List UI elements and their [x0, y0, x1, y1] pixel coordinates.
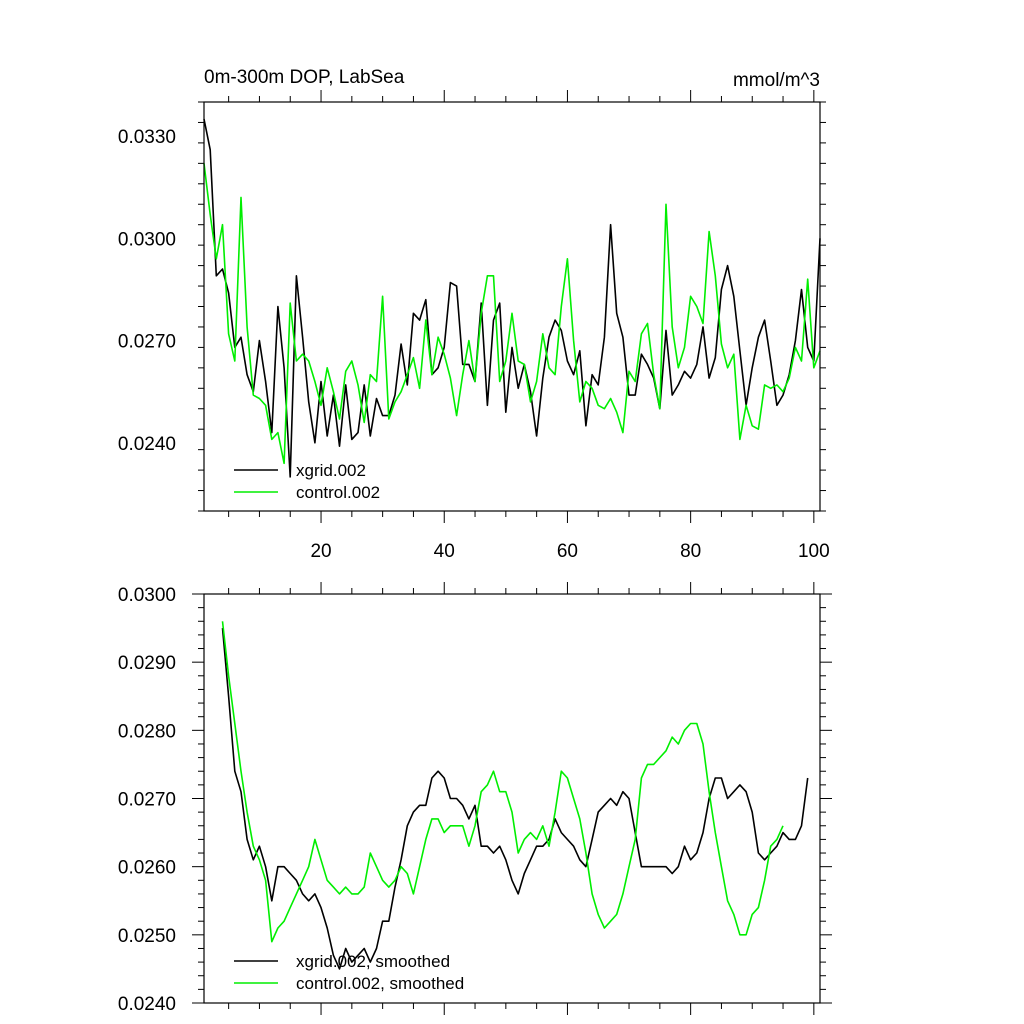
bottom-series-group — [221, 621, 809, 970]
series-line-control — [221, 621, 784, 943]
legend-label: control.002, smoothed — [296, 974, 464, 993]
series-line-xgrid — [203, 118, 821, 478]
x-tick-label: 100 — [798, 541, 830, 562]
top-legend: xgrid.002 control.002 — [234, 461, 380, 502]
y-tick-label: 0.0270 — [118, 332, 176, 353]
y-tick-label: 0.0260 — [118, 858, 176, 879]
bottom-chart-panel: 0.0240 0.0250 0.0260 0.0270 0.0280 0.0290 0.03… — [118, 582, 832, 1015]
top-x-tick-labels: 20 40 60 80 100 — [310, 541, 829, 562]
bottom-y-tick-labels: 0.0240 0.0250 0.0260 0.0270 0.0280 0.0290 0.03… — [118, 585, 176, 1015]
y-tick-label: 0.0240 — [118, 434, 176, 455]
top-plot-frame — [203, 101, 821, 512]
y-tick-label: 0.0300 — [118, 229, 176, 250]
y-tick-label: 0.0250 — [118, 926, 176, 947]
x-tick-label: 80 — [680, 541, 701, 562]
y-tick-label: 0.0290 — [118, 653, 176, 674]
top-series-group — [203, 118, 821, 478]
chart-title: 0m-300m DOP, LabSea — [204, 67, 405, 88]
x-tick-label: 20 — [310, 541, 331, 562]
y-tick-label: 0.0330 — [118, 127, 176, 148]
units-label: mmol/m^3 — [733, 70, 820, 91]
series-line-control — [203, 163, 821, 465]
top-axis-ticks — [198, 90, 826, 523]
y-tick-label: 0.0300 — [118, 585, 176, 606]
y-tick-label: 0.0280 — [118, 721, 176, 742]
bottom-plot-frame — [203, 593, 821, 1004]
x-tick-label: 40 — [434, 541, 455, 562]
top-y-tick-labels: 0.0240 0.0270 0.0300 0.0330 — [118, 127, 176, 455]
y-tick-label: 0.0240 — [118, 994, 176, 1015]
top-chart-panel: 0m-300m DOP, LabSea mmol/m^3 0.0240 0.027… — [118, 67, 830, 562]
legend-label: xgrid.002, smoothed — [296, 952, 450, 971]
x-tick-label: 60 — [557, 541, 578, 562]
series-line-xgrid — [221, 628, 809, 970]
bottom-axis-ticks — [192, 582, 832, 1015]
y-tick-label: 0.0270 — [118, 790, 176, 811]
legend-label: control.002 — [296, 483, 380, 502]
legend-label: xgrid.002 — [296, 461, 366, 480]
bottom-legend: xgrid.002, smoothed control.002, smoothed — [234, 952, 464, 993]
